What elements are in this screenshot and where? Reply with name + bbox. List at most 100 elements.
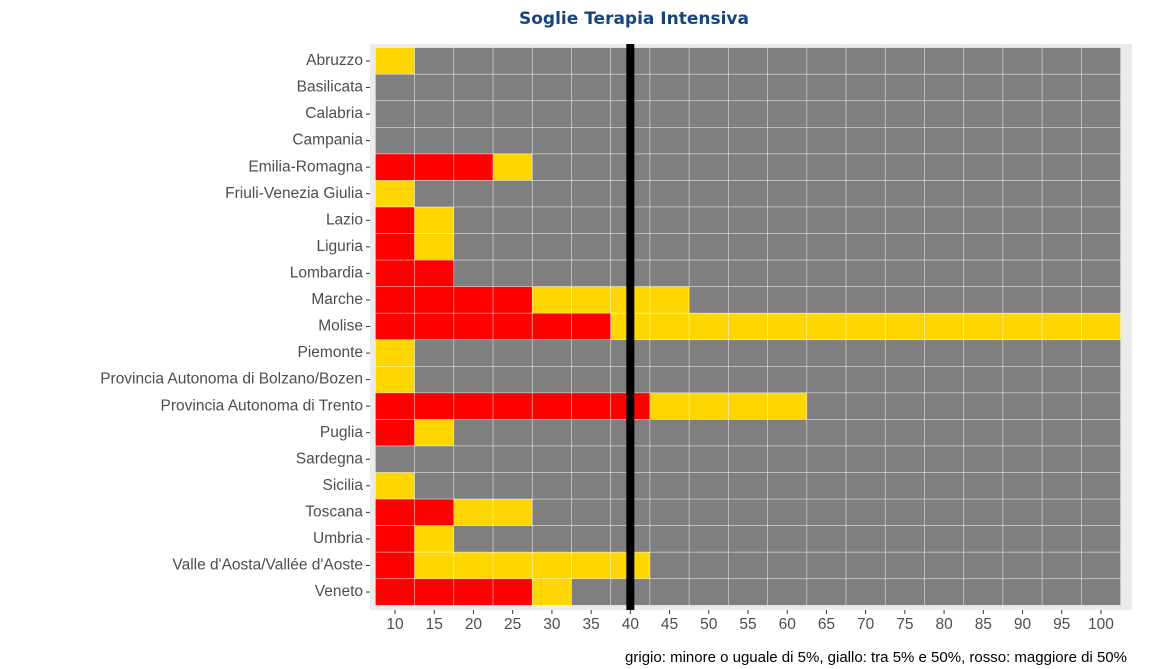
tile bbox=[806, 47, 847, 75]
tile bbox=[1041, 498, 1082, 526]
y-tick-label: Provincia Autonoma di Bolzano/Bozen bbox=[100, 371, 363, 388]
tile bbox=[884, 498, 925, 526]
tile bbox=[571, 312, 612, 341]
tile bbox=[688, 180, 729, 208]
tile bbox=[414, 233, 455, 261]
tile bbox=[1081, 578, 1121, 606]
tile bbox=[453, 472, 494, 500]
tile bbox=[688, 498, 729, 526]
tile bbox=[884, 73, 925, 102]
tile bbox=[1002, 472, 1043, 500]
x-tick-label: 100 bbox=[1088, 616, 1114, 633]
tile bbox=[492, 233, 533, 261]
tile bbox=[375, 419, 415, 447]
tile bbox=[884, 419, 925, 447]
tile bbox=[963, 525, 1004, 553]
tile bbox=[688, 47, 729, 75]
tile bbox=[924, 180, 965, 208]
tile bbox=[571, 472, 612, 500]
tile bbox=[492, 259, 533, 288]
tile bbox=[492, 286, 533, 314]
tile bbox=[767, 472, 808, 500]
tile bbox=[1041, 100, 1082, 128]
tile bbox=[688, 100, 729, 128]
tile bbox=[531, 180, 572, 208]
tile bbox=[688, 312, 729, 341]
tile bbox=[845, 551, 886, 580]
tile bbox=[453, 365, 494, 394]
tile bbox=[767, 445, 808, 473]
tile bbox=[1002, 286, 1043, 314]
y-tick-label: Umbria bbox=[313, 530, 363, 547]
tile bbox=[571, 578, 612, 606]
tile bbox=[375, 180, 415, 208]
tile bbox=[492, 339, 533, 367]
tile bbox=[571, 127, 612, 155]
x-tick-label: 35 bbox=[582, 616, 599, 633]
tile bbox=[884, 312, 925, 341]
tile bbox=[453, 180, 494, 208]
tile bbox=[531, 47, 572, 75]
tile bbox=[492, 498, 533, 526]
tile bbox=[1081, 339, 1121, 367]
tile bbox=[884, 525, 925, 553]
tile bbox=[492, 73, 533, 102]
tile bbox=[845, 233, 886, 261]
tile bbox=[884, 286, 925, 314]
tile bbox=[924, 312, 965, 341]
tile bbox=[1081, 525, 1121, 553]
tile bbox=[414, 392, 455, 420]
tile bbox=[767, 339, 808, 367]
tile bbox=[414, 365, 455, 394]
tile bbox=[845, 312, 886, 341]
tile bbox=[845, 259, 886, 288]
tile bbox=[492, 445, 533, 473]
tile bbox=[1081, 392, 1121, 420]
y-tick-label: Provincia Autonoma di Trento bbox=[161, 397, 363, 414]
tile bbox=[1041, 551, 1082, 580]
tile bbox=[531, 578, 572, 606]
tile bbox=[767, 100, 808, 128]
tile bbox=[1002, 153, 1043, 181]
tile bbox=[924, 419, 965, 447]
tile bbox=[924, 206, 965, 234]
tile bbox=[963, 498, 1004, 526]
tile bbox=[728, 392, 768, 420]
x-tick-label: 10 bbox=[386, 616, 404, 633]
tile bbox=[806, 100, 847, 128]
tile bbox=[1041, 259, 1082, 288]
tile bbox=[688, 259, 729, 288]
tile bbox=[728, 445, 768, 473]
tile bbox=[767, 392, 808, 420]
tile bbox=[1002, 498, 1043, 526]
tile bbox=[1081, 259, 1121, 288]
tile bbox=[845, 73, 886, 102]
tile bbox=[806, 127, 847, 155]
tile bbox=[924, 445, 965, 473]
tile bbox=[531, 392, 572, 420]
tile bbox=[492, 472, 533, 500]
tile bbox=[845, 206, 886, 234]
tile bbox=[924, 73, 965, 102]
tile bbox=[884, 578, 925, 606]
tile bbox=[845, 286, 886, 314]
tile bbox=[884, 392, 925, 420]
tile bbox=[728, 551, 768, 580]
tile bbox=[414, 312, 455, 341]
tile bbox=[963, 73, 1004, 102]
tile bbox=[688, 445, 729, 473]
tile bbox=[453, 47, 494, 75]
y-tick-label: Lombardia bbox=[290, 264, 364, 281]
y-tick-label: Piemonte bbox=[298, 344, 363, 361]
tile bbox=[1002, 100, 1043, 128]
tile bbox=[649, 206, 690, 234]
tile bbox=[571, 286, 612, 314]
tile bbox=[531, 339, 572, 367]
tile bbox=[1081, 312, 1121, 341]
tile bbox=[884, 339, 925, 367]
tile bbox=[531, 286, 572, 314]
tile bbox=[767, 153, 808, 181]
tile bbox=[728, 365, 768, 394]
tile bbox=[453, 127, 494, 155]
tile bbox=[492, 206, 533, 234]
